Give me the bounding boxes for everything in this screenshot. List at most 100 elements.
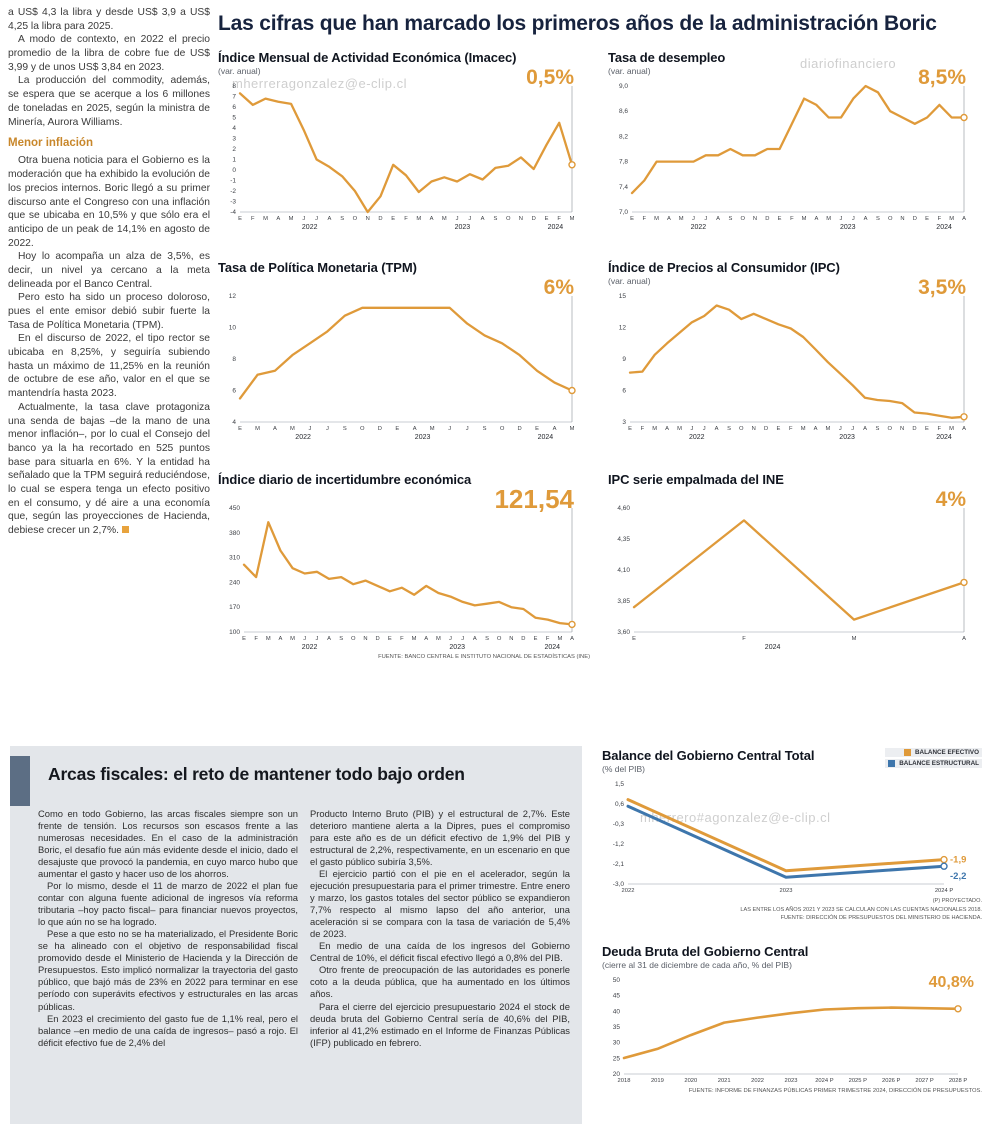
legend-item: BALANCE ESTRUCTURAL: [885, 759, 982, 768]
svg-text:-4: -4: [230, 209, 236, 216]
svg-text:J: J: [315, 216, 318, 222]
svg-text:A: A: [962, 426, 966, 432]
svg-text:S: S: [483, 426, 487, 432]
svg-text:J: J: [840, 216, 843, 222]
article-paragraph: Hoy lo acompaña un alza de 3,5%, es deci…: [8, 251, 210, 290]
arcas-column-1: Como en todo Gobierno, las arcas fiscale…: [38, 808, 298, 1049]
svg-text:-1: -1: [230, 178, 236, 185]
svg-text:M: M: [826, 216, 831, 222]
svg-text:2023: 2023: [785, 1078, 798, 1084]
svg-text:2023: 2023: [415, 434, 431, 441]
chart-plot: 8 7 6 5 4 3 2 1 0 -1 -2 -3 -4 E F M A M J J A S O N D E F M A M J J A S O N…: [218, 80, 590, 232]
svg-text:A: A: [278, 636, 282, 642]
svg-text:450: 450: [229, 505, 240, 512]
svg-text:25: 25: [613, 1055, 621, 1062]
svg-text:6: 6: [622, 388, 626, 395]
chart-title: Índice Mensual de Actividad Económica (I…: [218, 50, 517, 65]
svg-text:12: 12: [619, 325, 627, 332]
chart-plot: 12 10 8 6 4 E M A M J J S O D E A M J J S O D E A M 2022 2023 2024: [218, 290, 590, 442]
svg-text:O: O: [888, 216, 893, 222]
svg-text:2024 P: 2024 P: [935, 888, 954, 894]
chart-plot: 9,0 8,6 8,2 7,8 7,4 7,0 E F M A M J J A S O N D E F M A M J J A S O…: [608, 80, 982, 232]
chart-plot: 50 45 40 35 30 25 20 2018 2019 2020 2021 2022 2023 20…: [602, 974, 982, 1086]
svg-text:A: A: [715, 426, 719, 432]
svg-text:O: O: [353, 216, 358, 222]
svg-text:A: A: [327, 636, 331, 642]
svg-text:M: M: [654, 216, 659, 222]
svg-text:2023: 2023: [455, 224, 471, 231]
svg-text:2025 P: 2025 P: [849, 1078, 868, 1084]
svg-text:F: F: [643, 216, 647, 222]
svg-text:E: E: [776, 426, 780, 432]
svg-text:310: 310: [229, 555, 240, 562]
chart-value-label: 40,8%: [928, 974, 974, 991]
chart-subtitle: (var. anual): [608, 276, 651, 286]
svg-text:J: J: [302, 216, 305, 222]
svg-text:A: A: [413, 426, 417, 432]
svg-text:2024: 2024: [936, 224, 952, 231]
svg-text:J: J: [448, 426, 451, 432]
svg-text:D: D: [912, 426, 916, 432]
svg-text:M: M: [570, 426, 575, 432]
svg-text:D: D: [376, 636, 380, 642]
svg-text:8,6: 8,6: [619, 108, 628, 115]
svg-text:D: D: [764, 426, 768, 432]
svg-text:2022: 2022: [622, 888, 635, 894]
svg-text:M: M: [570, 216, 575, 222]
svg-text:A: A: [814, 426, 818, 432]
svg-text:M: M: [266, 636, 271, 642]
svg-text:15: 15: [619, 293, 627, 300]
svg-text:S: S: [485, 636, 489, 642]
svg-text:-3,0: -3,0: [613, 881, 625, 888]
svg-text:J: J: [456, 216, 459, 222]
chart-title: Tasa de desempleo: [608, 50, 726, 65]
svg-text:2019: 2019: [651, 1078, 664, 1084]
svg-text:A: A: [424, 636, 428, 642]
chart-note: (P) PROYECTADO.: [932, 898, 982, 904]
svg-text:M: M: [430, 426, 435, 432]
svg-text:2023: 2023: [449, 644, 465, 651]
svg-text:45: 45: [613, 993, 621, 1000]
svg-text:6: 6: [232, 104, 236, 111]
arcas-paragraph: En 2023 el crecimiento del gasto fue de …: [38, 1012, 298, 1048]
arcas-paragraph: En medio de una caída de los ingresos de…: [310, 940, 570, 964]
svg-text:A: A: [570, 636, 574, 642]
arcas-column-2: Producto Interno Bruto (PIB) y el estruc…: [310, 808, 570, 1049]
article-paragraph: Pero esto ha sido un proceso doloroso, p…: [8, 292, 210, 331]
svg-text:J: J: [851, 426, 854, 432]
svg-text:M: M: [852, 636, 857, 642]
svg-text:D: D: [378, 426, 382, 432]
article-paragraph: En el discurso de 2022, el tipo rector s…: [8, 333, 210, 400]
svg-text:J: J: [704, 216, 707, 222]
svg-text:O: O: [739, 426, 744, 432]
svg-text:J: J: [308, 426, 311, 432]
arcas-title: Arcas fiscales: el reto de mantener todo…: [48, 764, 465, 784]
svg-text:O: O: [497, 636, 502, 642]
svg-text:2024: 2024: [936, 434, 952, 441]
arcas-fiscales-section: Arcas fiscales: el reto de mantener todo…: [10, 746, 582, 1124]
chart-tpm: Tasa de Política Monetaria (TPM) 6% 12 10…: [218, 260, 590, 442]
article-paragraph: Actualmente, la tasa clave protagoniza u…: [8, 401, 210, 538]
svg-text:2023: 2023: [840, 224, 856, 231]
svg-text:O: O: [506, 216, 511, 222]
article-paragraph: a US$ 4,3 la libra y desde US$ 3,9 a US$…: [8, 7, 210, 32]
svg-text:F: F: [557, 216, 561, 222]
svg-text:A: A: [864, 216, 868, 222]
svg-text:J: J: [852, 216, 855, 222]
svg-text:-2,2: -2,2: [950, 871, 966, 882]
svg-text:N: N: [900, 216, 904, 222]
svg-text:4,60: 4,60: [617, 505, 630, 512]
svg-text:F: F: [742, 636, 746, 642]
svg-text:9: 9: [622, 356, 626, 363]
svg-text:J: J: [326, 426, 329, 432]
svg-text:M: M: [263, 216, 268, 222]
svg-text:F: F: [938, 426, 942, 432]
svg-text:J: J: [303, 636, 306, 642]
arcas-paragraph: El ejercicio partió con el pie en el ace…: [310, 868, 570, 940]
chart-title: Tasa de Política Monetaria (TPM): [218, 260, 417, 275]
svg-text:2022: 2022: [295, 434, 311, 441]
svg-text:2022: 2022: [302, 644, 318, 651]
svg-text:20: 20: [613, 1071, 621, 1078]
svg-text:6: 6: [232, 388, 236, 395]
